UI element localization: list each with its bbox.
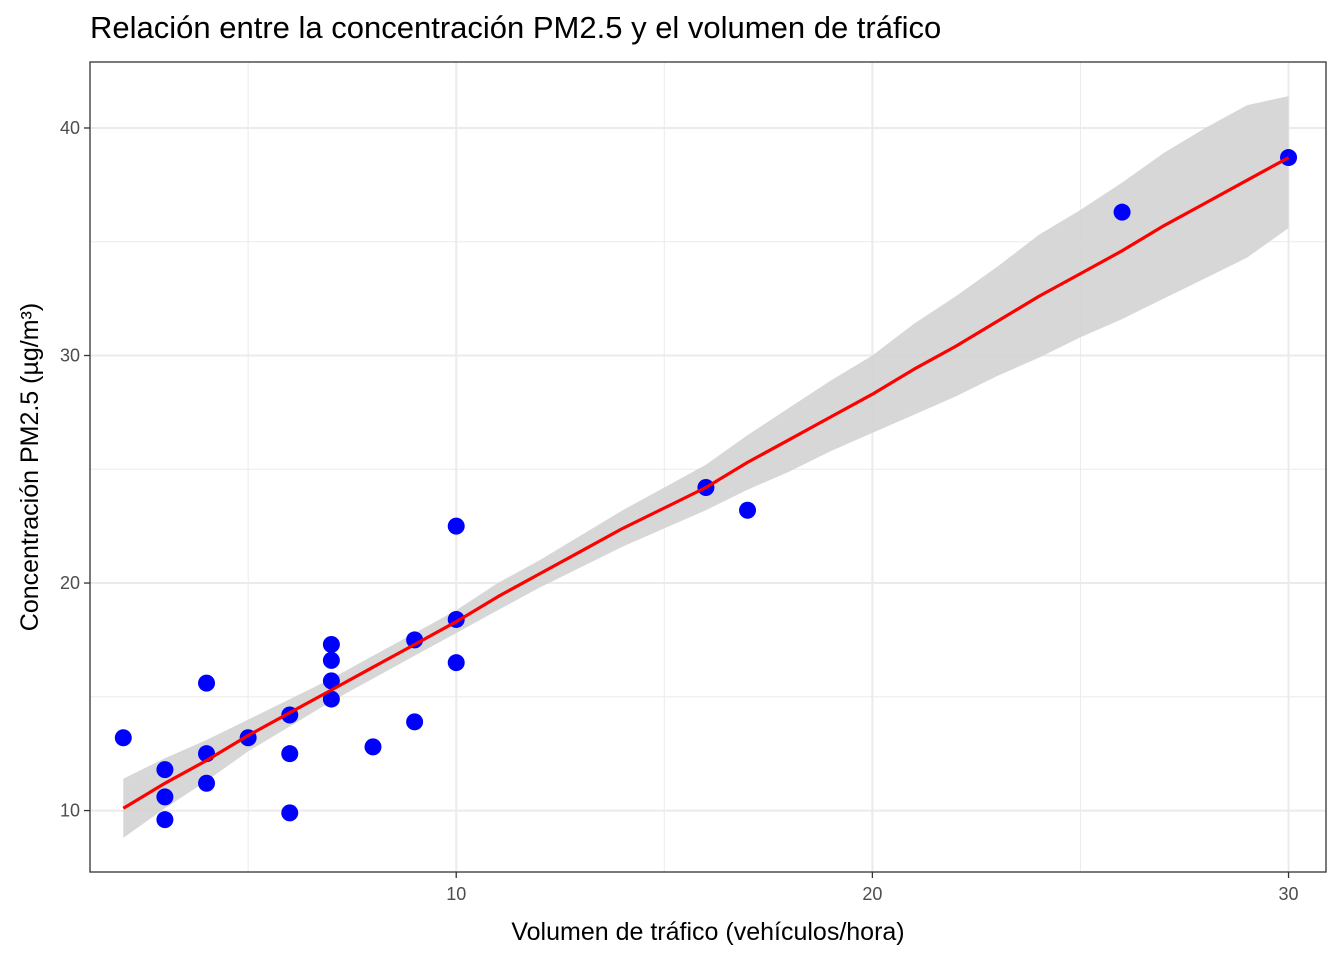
fit-line <box>122 156 1290 810</box>
chart-title: Relación entre la concentración PM2.5 y … <box>90 10 942 45</box>
plot-panel-border <box>89 61 1327 873</box>
data-point <box>281 804 299 822</box>
y-tick-label: 30 <box>60 346 80 366</box>
data-point <box>156 788 174 806</box>
data-point <box>1113 203 1131 221</box>
y-tick-label: 10 <box>60 801 80 821</box>
data-point <box>322 651 340 669</box>
y-axis: 10 20 30 40 <box>60 118 90 821</box>
data-point <box>156 761 174 779</box>
data-point <box>447 654 465 672</box>
data-point <box>406 631 424 649</box>
data-point <box>447 517 465 535</box>
data-point <box>364 738 382 756</box>
x-axis: 10 20 30 <box>446 872 1299 904</box>
fit-line-layer <box>122 156 1290 810</box>
points-layer <box>114 149 1298 829</box>
data-point <box>322 635 340 653</box>
data-point <box>406 713 424 731</box>
data-point <box>114 729 132 747</box>
y-tick-label: 20 <box>60 573 80 593</box>
grid-major <box>90 62 1326 872</box>
data-point <box>198 774 216 792</box>
y-tick-label: 40 <box>60 118 80 138</box>
data-point <box>1280 149 1298 167</box>
x-axis-label: Volumen de tráfico (vehículos/hora) <box>511 918 904 946</box>
data-point <box>739 501 757 519</box>
data-point <box>281 745 299 763</box>
data-point <box>322 690 340 708</box>
confidence-band-layer <box>123 96 1289 838</box>
data-point <box>198 674 216 692</box>
confidence-band <box>123 96 1289 838</box>
x-tick-label: 20 <box>862 884 882 904</box>
x-tick-label: 30 <box>1279 884 1299 904</box>
y-axis-label: Concentración PM2.5 (µg/m³) <box>16 303 44 631</box>
data-point <box>156 811 174 829</box>
data-point <box>322 672 340 690</box>
x-tick-label: 10 <box>446 884 466 904</box>
